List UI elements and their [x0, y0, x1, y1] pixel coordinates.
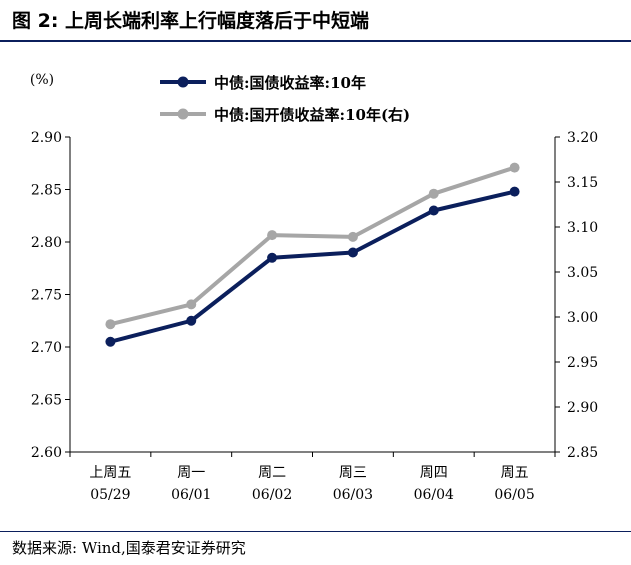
right-tick-label: 3.15	[567, 175, 598, 191]
series-1-point	[347, 247, 358, 258]
x-tick-label-day: 周五	[501, 465, 529, 481]
x-tick-label-date: 05/29	[90, 487, 130, 503]
x-tick-label-date: 06/02	[252, 487, 292, 503]
series-2-point	[509, 162, 520, 173]
series-layer	[105, 162, 520, 347]
legend-marker-series-2	[177, 108, 189, 120]
x-tick-label-day: 周二	[258, 465, 286, 481]
left-tick-label: 2.65	[31, 393, 62, 409]
x-tick-label-day: 周一	[177, 465, 205, 481]
line-chart: (%) 中债:国债收益率:10年 中债:国开债收益率:10年(右) 2.602.…	[30, 72, 598, 503]
right-tick-label: 2.85	[567, 445, 598, 461]
series-2-point	[428, 188, 439, 199]
series-1-point	[105, 336, 116, 347]
y-axis-unit-label: (%)	[30, 72, 54, 88]
left-tick-label: 2.85	[31, 183, 62, 199]
right-axis-ticks: 2.85 2.90 2.95 3.00 3.05 3.10 3.15 3.20	[555, 130, 598, 461]
right-tick-label: 3.10	[567, 220, 598, 236]
series-2-point	[347, 231, 358, 242]
x-tick-label-date: 06/05	[494, 487, 534, 503]
legend-label-series-1: 中债:国债收益率:10年	[214, 74, 366, 92]
x-tick-label-date: 06/03	[333, 487, 373, 503]
legend-marker-series-1	[177, 76, 189, 88]
series-2-point	[267, 230, 278, 241]
x-tick-label-day: 上周五	[89, 465, 131, 481]
legend: 中债:国债收益率:10年 中债:国开债收益率:10年(右)	[160, 74, 410, 124]
left-tick-label: 2.60	[31, 445, 62, 461]
x-tick-label-date: 06/01	[171, 487, 211, 503]
series-1-point	[428, 205, 439, 216]
x-tick-label-date: 06/04	[414, 487, 454, 503]
x-tick-label-day: 周三	[339, 465, 367, 481]
legend-label-series-2: 中债:国开债收益率:10年(右)	[214, 106, 410, 124]
x-axis-ticks: 上周五 05/29 周一 06/01 周二 06/02 周三 06/03 周四 06/04 周五 06…	[69, 452, 556, 503]
axes	[69, 137, 556, 453]
series-line-2	[109, 165, 516, 327]
footer-divider	[0, 531, 631, 532]
left-tick-label: 2.75	[31, 288, 62, 304]
title-divider	[0, 40, 631, 42]
figure-title: 图 2: 上周长端利率上行幅度落后于中短端	[12, 10, 370, 32]
series-1-point	[509, 186, 520, 197]
series-2-point	[186, 299, 197, 310]
right-tick-label: 3.00	[567, 310, 598, 326]
series-1-point	[186, 315, 197, 326]
left-tick-label: 2.70	[31, 340, 62, 356]
series-1-point	[267, 252, 278, 263]
right-tick-label: 3.05	[567, 265, 598, 281]
right-tick-label: 2.90	[567, 400, 598, 416]
right-tick-label: 3.20	[567, 130, 598, 146]
series-line-1	[109, 189, 516, 344]
left-tick-label: 2.90	[31, 130, 62, 146]
series-2-point	[105, 319, 116, 330]
left-axis-ticks: 2.60 2.65 2.70 2.75 2.80 2.85 2.90	[31, 130, 70, 461]
x-tick-label-day: 周四	[420, 465, 448, 481]
left-tick-label: 2.80	[31, 235, 62, 251]
right-tick-label: 2.95	[567, 355, 598, 371]
source-note: 数据来源: Wind,国泰君安证券研究	[12, 539, 246, 557]
